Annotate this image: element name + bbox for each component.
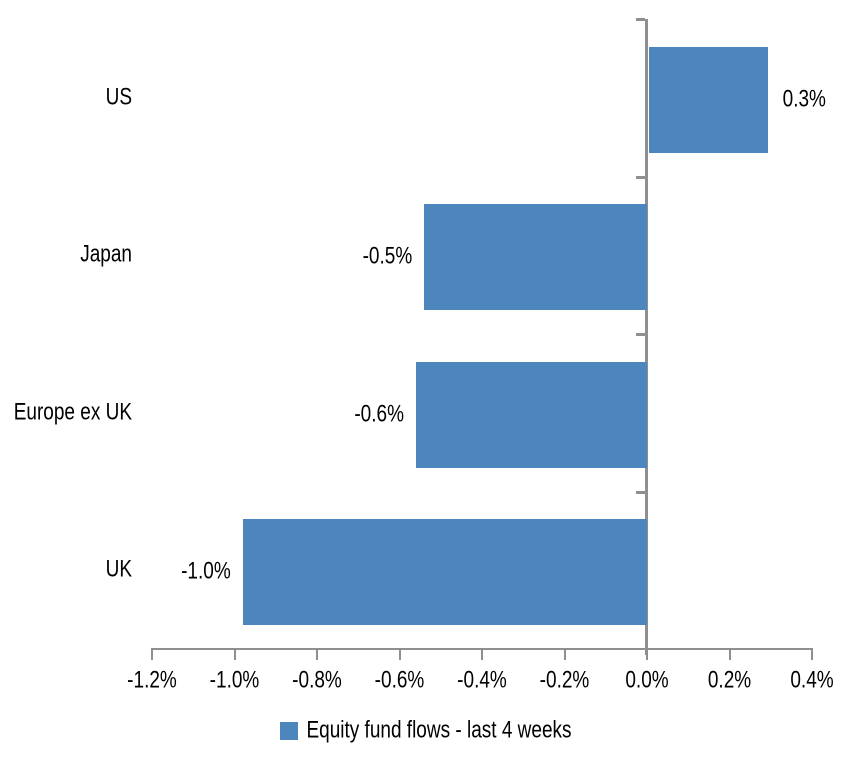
x-axis-tick bbox=[646, 650, 648, 660]
legend: Equity fund flows - last 4 weeks bbox=[0, 712, 852, 750]
y-axis-tick bbox=[636, 175, 645, 179]
x-tick-label-text: -1.2% bbox=[127, 667, 177, 694]
bar bbox=[648, 46, 769, 153]
x-tick-label: -0.8% bbox=[257, 666, 377, 696]
x-tick-label-text: 0.0% bbox=[625, 667, 669, 694]
category-label-text: Europe ex UK bbox=[13, 399, 132, 426]
zero-axis-line bbox=[645, 19, 648, 655]
x-tick-label-text: -0.4% bbox=[457, 667, 507, 694]
data-label-text: -1.0% bbox=[181, 558, 231, 585]
x-tick-label: -0.4% bbox=[422, 666, 542, 696]
data-label: -0.5% bbox=[363, 204, 413, 310]
data-label: 0.3% bbox=[783, 47, 826, 153]
x-axis-tick bbox=[398, 650, 401, 660]
x-tick-label: 0.4% bbox=[752, 666, 852, 696]
category-label-text: UK bbox=[105, 556, 132, 583]
x-axis-line bbox=[151, 648, 813, 650]
y-axis-tick bbox=[636, 18, 645, 21]
legend-swatch bbox=[280, 722, 299, 740]
x-tick-label: 0.2% bbox=[670, 666, 790, 696]
data-label-text: 0.3% bbox=[782, 86, 826, 113]
category-label: Europe ex UK bbox=[0, 334, 132, 492]
x-axis-tick bbox=[563, 650, 566, 660]
x-axis-tick bbox=[811, 650, 813, 660]
x-tick-label: -0.6% bbox=[340, 666, 460, 696]
x-tick-label: -1.2% bbox=[92, 666, 212, 696]
category-label-text: US bbox=[105, 84, 132, 111]
x-tick-label-text: -0.8% bbox=[292, 667, 342, 694]
category-label: UK bbox=[0, 492, 132, 650]
x-tick-label: -1.0% bbox=[175, 666, 295, 696]
x-axis-tick bbox=[233, 650, 236, 660]
x-axis-tick bbox=[481, 650, 483, 660]
x-tick-label-text: -0.2% bbox=[539, 667, 590, 694]
x-axis-tick bbox=[316, 650, 318, 660]
x-tick-label-text: -0.6% bbox=[374, 667, 425, 694]
data-label-text: -0.5% bbox=[362, 243, 413, 270]
data-label-text: -0.6% bbox=[354, 401, 404, 428]
x-tick-label: -0.2% bbox=[505, 666, 625, 696]
data-label: -0.6% bbox=[354, 362, 404, 468]
y-axis-tick bbox=[636, 490, 645, 494]
x-tick-label-text: -1.0% bbox=[209, 667, 260, 694]
x-tick-label-text: 0.4% bbox=[790, 667, 834, 694]
category-label: US bbox=[0, 19, 132, 177]
category-label-text: Japan bbox=[80, 241, 132, 268]
x-tick-label-text: 0.2% bbox=[707, 667, 752, 694]
x-axis-tick bbox=[151, 650, 153, 660]
bar bbox=[416, 361, 647, 468]
bar bbox=[424, 204, 647, 311]
y-axis-tick bbox=[636, 333, 645, 336]
x-tick-label: 0.0% bbox=[587, 666, 707, 696]
x-axis-tick bbox=[728, 650, 731, 660]
category-label: Japan bbox=[0, 177, 132, 335]
legend-label: Equity fund flows - last 4 weeks bbox=[306, 717, 572, 744]
bar bbox=[242, 519, 647, 626]
data-label: -1.0% bbox=[181, 519, 231, 625]
